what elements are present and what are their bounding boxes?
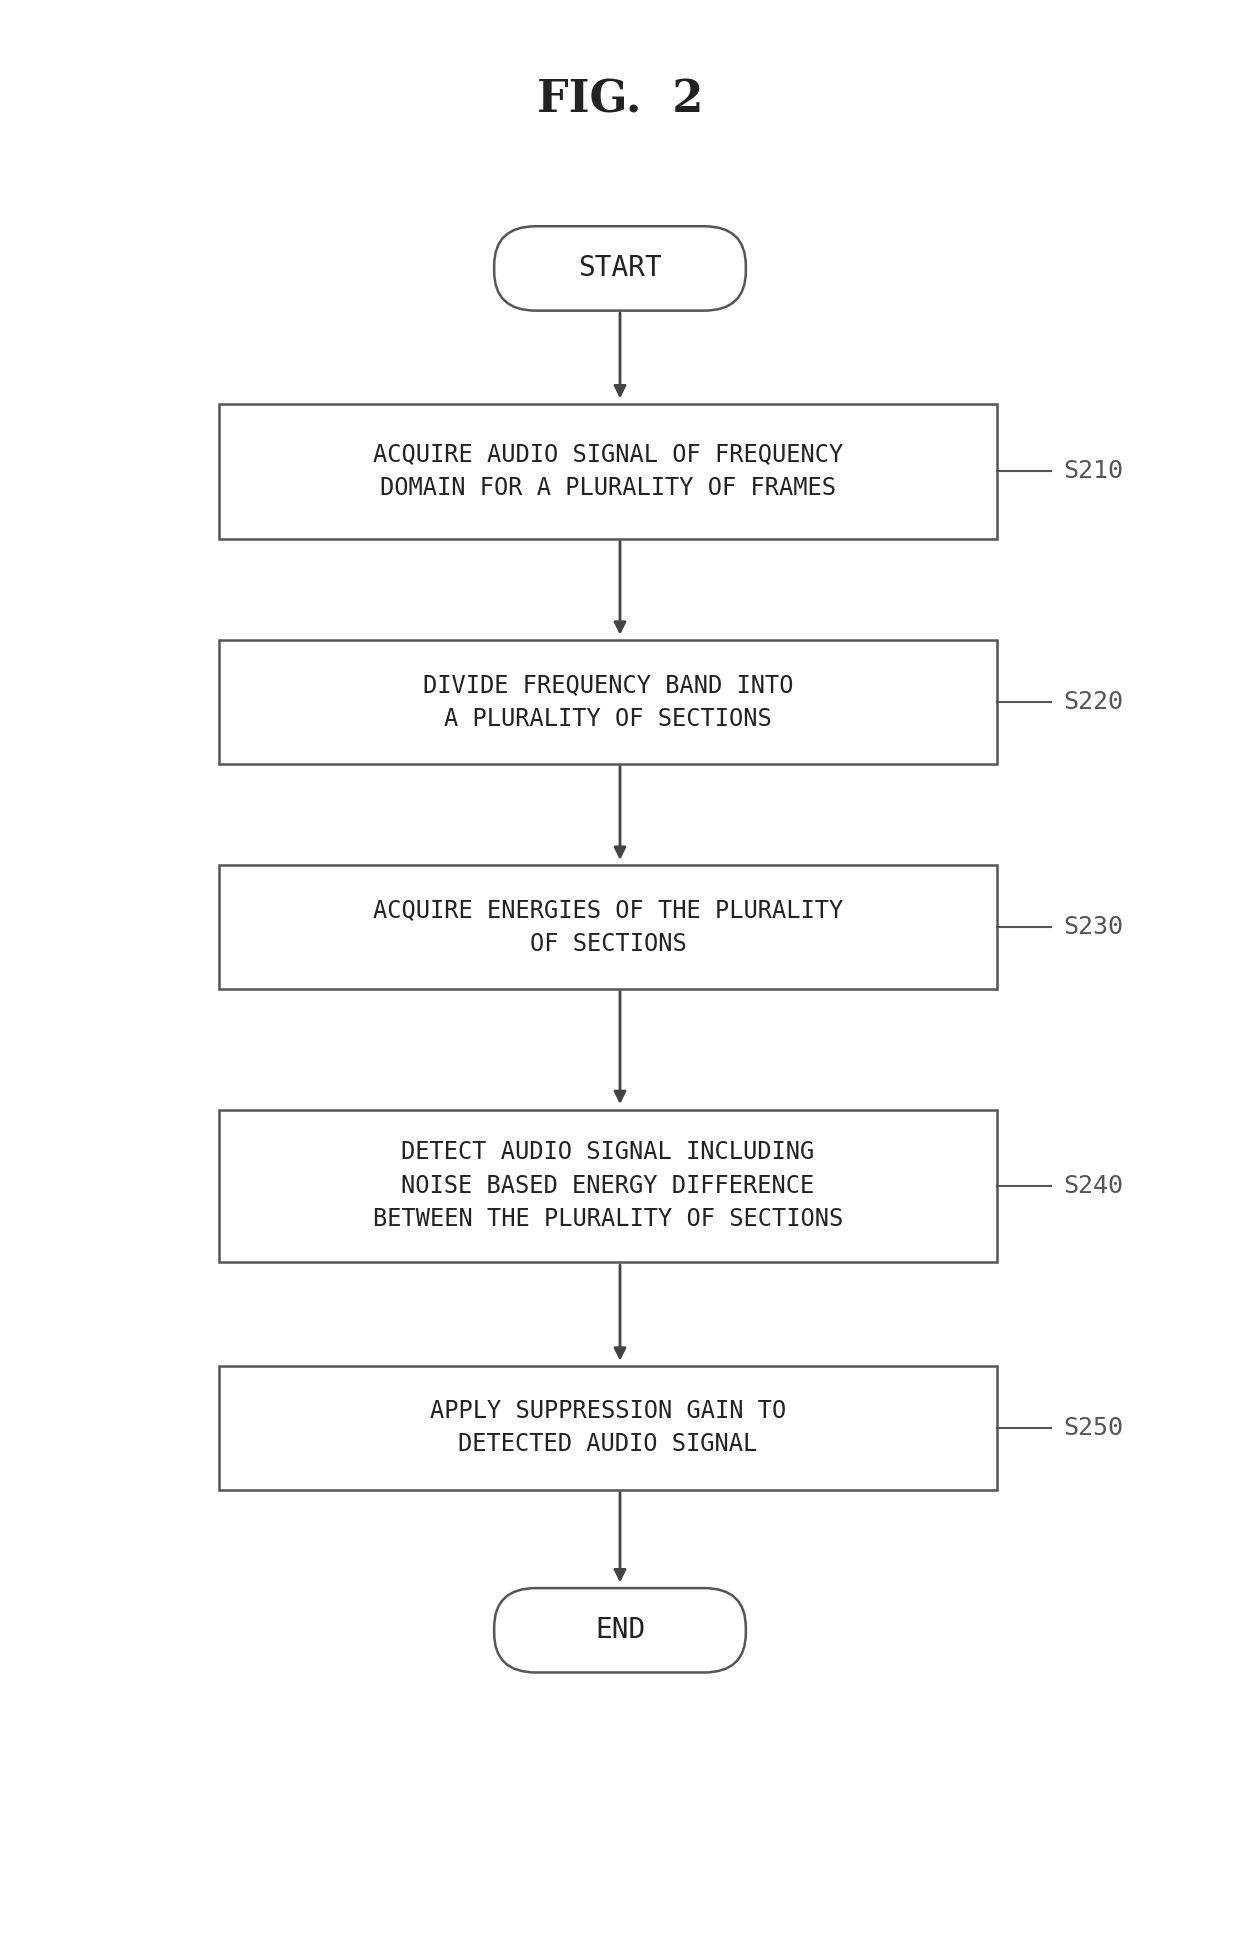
Text: DETECT AUDIO SIGNAL INCLUDING
NOISE BASED ENERGY DIFFERENCE
BETWEEN THE PLURALIT: DETECT AUDIO SIGNAL INCLUDING NOISE BASE… [373,1140,843,1232]
Text: S250: S250 [1064,1415,1123,1439]
FancyBboxPatch shape [218,639,997,764]
FancyBboxPatch shape [218,1367,997,1490]
Text: START: START [578,254,662,282]
FancyBboxPatch shape [218,1110,997,1261]
Text: DIVIDE FREQUENCY BAND INTO
A PLURALITY OF SECTIONS: DIVIDE FREQUENCY BAND INTO A PLURALITY O… [423,673,794,731]
FancyBboxPatch shape [218,403,997,538]
Text: S240: S240 [1064,1173,1123,1198]
FancyBboxPatch shape [218,864,997,989]
FancyBboxPatch shape [495,1587,745,1672]
Text: S210: S210 [1064,459,1123,483]
Text: APPLY SUPPRESSION GAIN TO
DETECTED AUDIO SIGNAL: APPLY SUPPRESSION GAIN TO DETECTED AUDIO… [430,1400,786,1456]
Text: S230: S230 [1064,915,1123,938]
Text: S220: S220 [1064,690,1123,714]
Text: ACQUIRE ENERGIES OF THE PLURALITY
OF SECTIONS: ACQUIRE ENERGIES OF THE PLURALITY OF SEC… [373,897,843,956]
FancyBboxPatch shape [495,227,745,311]
Text: ACQUIRE AUDIO SIGNAL OF FREQUENCY
DOMAIN FOR A PLURALITY OF FRAMES: ACQUIRE AUDIO SIGNAL OF FREQUENCY DOMAIN… [373,442,843,500]
Text: END: END [595,1617,645,1644]
Text: FIG.  2: FIG. 2 [537,78,703,121]
